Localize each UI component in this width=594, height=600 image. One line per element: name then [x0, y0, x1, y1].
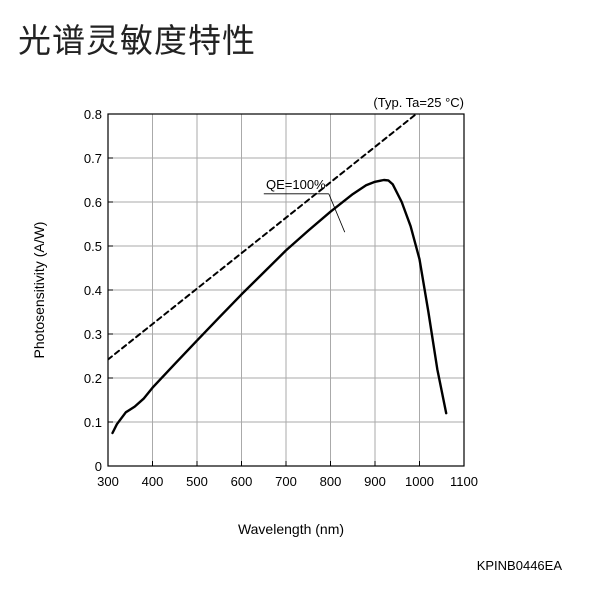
page-title: 光谱灵敏度特性	[18, 21, 256, 60]
x-tick-label: 900	[364, 474, 386, 489]
qe-100-line	[108, 114, 417, 361]
x-tick-label: 700	[275, 474, 297, 489]
annotation-leader	[328, 193, 346, 233]
x-tick-label: 1000	[405, 474, 434, 489]
photosensitivity-curve	[111, 178, 448, 435]
x-tick-label: 600	[231, 474, 253, 489]
y-tick-label: 0.6	[84, 195, 102, 210]
y-tick-label: 0	[95, 459, 102, 474]
y-axis-label: Photosensitivity (A/W)	[31, 222, 47, 359]
x-tick-label: 500	[186, 474, 208, 489]
y-tick-label: 0.2	[84, 371, 102, 386]
y-tick-label: 0.5	[84, 239, 102, 254]
x-axis-label: Wavelength (nm)	[238, 521, 344, 537]
y-tick-label: 0.4	[84, 283, 102, 298]
figure-code: KPINB0446EA	[476, 558, 562, 573]
x-tick-label: 800	[320, 474, 342, 489]
y-tick-label: 0.7	[84, 151, 102, 166]
y-tick-label: 0.1	[84, 415, 102, 430]
x-tick-label: 300	[97, 474, 119, 489]
y-tick-label: 0.8	[84, 107, 102, 122]
qe-annotation-label: QE=100%	[266, 177, 326, 192]
x-tick-label: 1100	[450, 474, 478, 489]
x-tick-label: 400	[142, 474, 164, 489]
y-tick-label: 0.3	[84, 327, 102, 342]
chart-note: (Typ. Ta=25 °C)	[373, 95, 464, 110]
